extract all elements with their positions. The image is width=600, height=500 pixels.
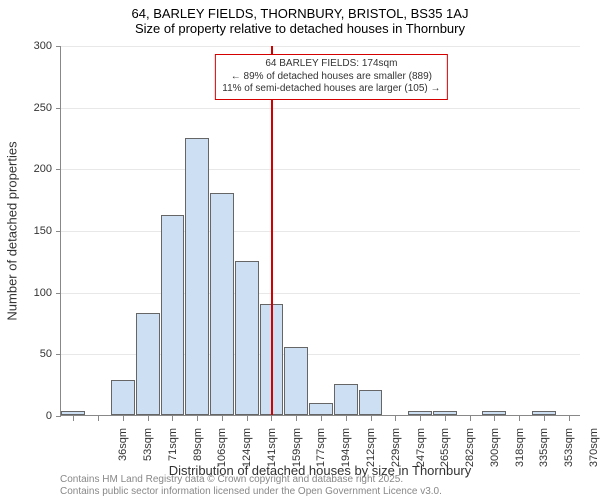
histogram-bar [111,380,135,415]
ytick-label: 250 [12,102,52,114]
xtick-mark [321,416,322,421]
ytick-label: 150 [12,225,52,237]
histogram-bar [334,384,358,415]
ytick-mark [56,416,61,417]
reference-line [271,46,273,415]
xtick-mark [519,416,520,421]
ytick-mark [56,354,61,355]
xtick-mark [420,416,421,421]
xtick-mark [148,416,149,421]
histogram-bar [61,411,85,415]
histogram-bar [136,313,160,415]
histogram-bar [185,138,209,416]
ytick-label: 200 [12,163,52,175]
xtick-mark [296,416,297,421]
ytick-label: 50 [12,348,52,360]
annotation-box: 64 BARLEY FIELDS: 174sqm← 89% of detache… [215,54,447,100]
histogram-bar [309,403,333,415]
ytick-mark [56,108,61,109]
xtick-mark [445,416,446,421]
xtick-mark [494,416,495,421]
xtick-mark [346,416,347,421]
ytick-mark [56,231,61,232]
xtick-mark [73,416,74,421]
gridline [61,46,580,47]
histogram-bar [482,411,506,415]
gridline [61,169,580,170]
xtick-mark [395,416,396,421]
histogram-bar [532,411,556,415]
ytick-label: 0 [12,410,52,422]
xtick-mark [222,416,223,421]
annotation-line: ← 89% of detached houses are smaller (88… [222,71,440,84]
xtick-mark [98,416,99,421]
xtick-mark [470,416,471,421]
xtick-mark [271,416,272,421]
xtick-mark [544,416,545,421]
annotation-line: 11% of semi-detached houses are larger (… [222,83,440,96]
xtick-mark [123,416,124,421]
chart-container: 64, BARLEY FIELDS, THORNBURY, BRISTOL, B… [0,0,600,500]
xtick-mark [569,416,570,421]
plot-wrap: Number of detached properties 36sqm53sqm… [60,46,580,416]
histogram-bar [359,390,383,415]
footer-credit: Contains HM Land Registry data © Crown c… [60,474,442,498]
gridline [61,108,580,109]
xtick-mark [197,416,198,421]
gridline [61,293,580,294]
histogram-bar [161,215,185,415]
title-address: 64, BARLEY FIELDS, THORNBURY, BRISTOL, B… [0,0,600,21]
plot-area: 36sqm53sqm71sqm89sqm106sqm124sqm141sqm15… [60,46,580,416]
xtick-label: 370sqm [588,428,600,474]
ytick-label: 100 [12,287,52,299]
ytick-mark [56,293,61,294]
footer-line2: Contains public sector information licen… [60,486,442,498]
xtick-mark [371,416,372,421]
ytick-mark [56,46,61,47]
histogram-bar [235,261,259,415]
histogram-bar [210,193,234,415]
histogram-bar [433,411,457,415]
gridline [61,231,580,232]
xtick-mark [172,416,173,421]
histogram-bar [284,347,308,415]
title-subtitle: Size of property relative to detached ho… [0,21,600,40]
histogram-bar [408,411,432,415]
footer-line1: Contains HM Land Registry data © Crown c… [60,474,442,486]
ytick-mark [56,169,61,170]
ytick-label: 300 [12,40,52,52]
xtick-mark [247,416,248,421]
annotation-line: 64 BARLEY FIELDS: 174sqm [222,58,440,71]
